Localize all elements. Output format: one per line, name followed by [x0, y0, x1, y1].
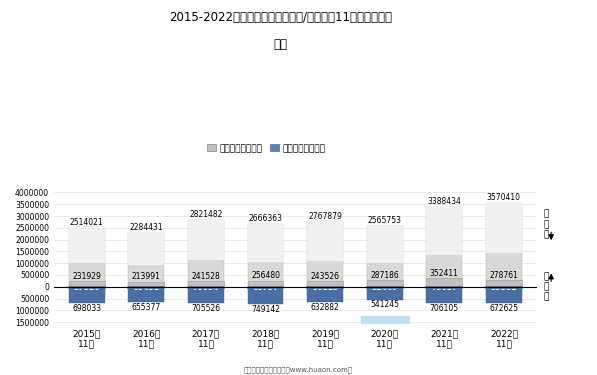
Text: 632882: 632882	[311, 303, 340, 312]
Text: 213991: 213991	[132, 272, 161, 281]
Text: 66737: 66737	[253, 283, 279, 292]
Bar	[307, 222, 343, 287]
Bar	[486, 202, 522, 253]
Text: 3570410: 3570410	[487, 193, 521, 202]
Bar	[128, 282, 164, 287]
Bar	[69, 281, 104, 287]
Bar	[307, 287, 343, 288]
Legend: 累计值（万美元）, 当月值（万美元）: 累计值（万美元）, 当月值（万美元）	[204, 140, 329, 156]
Bar	[361, 316, 408, 324]
Text: 352411: 352411	[430, 269, 458, 278]
Bar	[248, 224, 284, 287]
Bar	[426, 287, 462, 303]
Text: 705526: 705526	[192, 304, 220, 313]
Bar	[188, 220, 224, 260]
Bar	[367, 287, 402, 300]
Text: 出
口
额: 出 口 额	[544, 210, 549, 240]
Bar	[248, 224, 284, 262]
Text: 287186: 287186	[370, 271, 399, 280]
Bar	[248, 287, 284, 288]
Bar	[486, 287, 522, 288]
Bar	[128, 287, 164, 302]
Text: 进
口
额: 进 口 额	[544, 272, 549, 302]
Bar	[486, 287, 522, 303]
Bar	[248, 281, 284, 287]
Text: 2015-2022年中山市（境内目的地/货源地）11月进、出口额: 2015-2022年中山市（境内目的地/货源地）11月进、出口额	[169, 11, 392, 24]
Text: 59451: 59451	[133, 283, 159, 292]
Bar	[367, 226, 402, 262]
Text: 2565753: 2565753	[368, 216, 402, 225]
Bar	[367, 287, 402, 288]
Text: 统计: 统计	[273, 38, 288, 51]
Text: 制图：华经产业研究院（www.huaon.com）: 制图：华经产业研究院（www.huaon.com）	[244, 366, 353, 373]
Text: 53881: 53881	[491, 283, 517, 292]
Text: 541245: 541245	[370, 300, 399, 309]
Bar	[188, 281, 224, 287]
Bar	[188, 220, 224, 287]
Bar	[367, 280, 402, 287]
Text: 2767879: 2767879	[308, 211, 342, 220]
Bar	[128, 233, 164, 265]
Text: 57826: 57826	[73, 283, 100, 292]
Bar	[69, 228, 104, 263]
Text: 243526: 243526	[310, 272, 340, 280]
Bar	[426, 279, 462, 287]
Text: 2284431: 2284431	[130, 223, 163, 232]
Bar	[188, 287, 224, 288]
Bar	[307, 287, 343, 302]
Text: 56113: 56113	[312, 283, 338, 292]
Bar	[248, 287, 284, 304]
Text: 278761: 278761	[490, 271, 518, 280]
Text: 698033: 698033	[72, 304, 101, 313]
Bar	[128, 287, 164, 288]
Text: 231929: 231929	[72, 272, 101, 281]
Bar	[128, 233, 164, 287]
Text: 2821482: 2821482	[189, 210, 223, 219]
Bar	[307, 222, 343, 261]
Bar	[367, 226, 402, 287]
Text: 2666363: 2666363	[248, 214, 282, 223]
Text: 3388434: 3388434	[427, 197, 461, 206]
Bar	[69, 287, 104, 288]
Bar	[307, 281, 343, 287]
Bar	[486, 280, 522, 287]
Text: 749142: 749142	[251, 305, 280, 314]
Bar	[69, 228, 104, 287]
Text: 256480: 256480	[251, 272, 280, 280]
Text: 52440: 52440	[372, 283, 398, 292]
Bar	[69, 287, 104, 303]
Bar	[188, 287, 224, 303]
Text: 241528: 241528	[192, 272, 220, 281]
Bar	[486, 202, 522, 287]
Text: 2514021: 2514021	[70, 217, 103, 226]
Bar	[426, 287, 462, 288]
Bar	[426, 207, 462, 255]
Text: 655377: 655377	[132, 303, 161, 312]
Bar	[426, 207, 462, 287]
Text: 73037: 73037	[431, 283, 457, 292]
Text: 672625: 672625	[490, 303, 518, 312]
Text: 706105: 706105	[430, 304, 459, 313]
Text: 70654: 70654	[193, 283, 219, 292]
